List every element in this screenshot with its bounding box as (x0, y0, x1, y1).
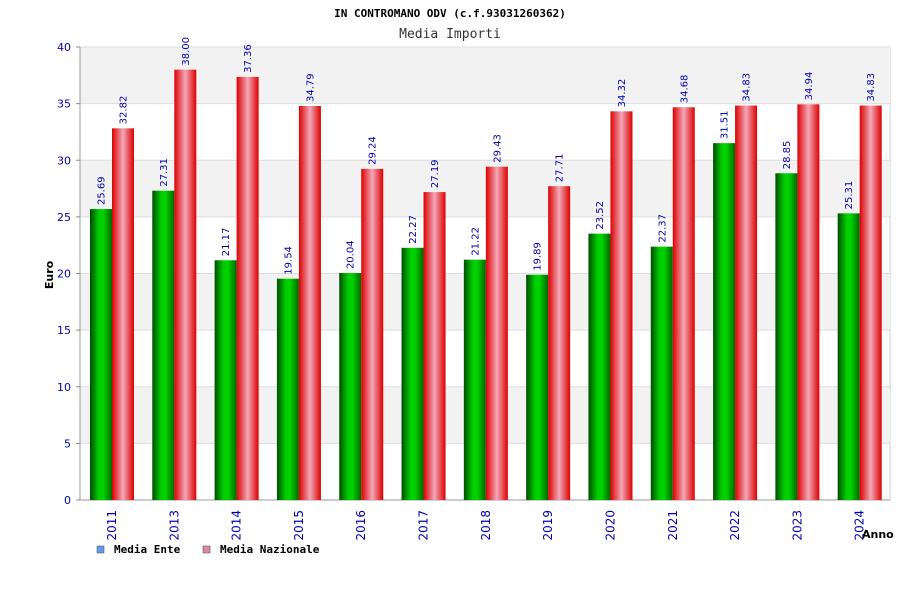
y-tick-label: 40 (57, 41, 71, 54)
legend-swatch-media-nazionale (202, 545, 211, 554)
x-tick-label: 2020 (603, 510, 617, 541)
y-tick-label: 15 (57, 324, 71, 337)
y-tick-label: 35 (57, 98, 71, 111)
chart-subtitle: Media Importi (399, 27, 501, 42)
value-label: 27.19 (430, 159, 441, 188)
bar-media-ente-2015 (276, 278, 299, 500)
x-tick-label: 2013 (167, 510, 181, 541)
bar-media-nazionale-2021 (672, 107, 695, 501)
value-label: 22.27 (408, 215, 419, 244)
value-label: 34.94 (804, 72, 815, 101)
x-tick-label: 2023 (790, 510, 804, 541)
bar-media-nazionale-2024 (859, 105, 882, 501)
y-tick-label: 30 (57, 154, 71, 167)
value-label: 34.68 (679, 75, 690, 104)
value-label: 23.52 (595, 201, 606, 230)
y-tick-label: 20 (57, 268, 71, 281)
x-axis-label: Anno (862, 528, 894, 541)
value-label: 19.54 (283, 246, 294, 275)
value-label: 19.89 (533, 242, 544, 271)
x-tick-label: 2016 (354, 510, 368, 541)
value-label: 34.32 (617, 79, 628, 108)
bar-media-ente-2022 (713, 143, 736, 501)
x-tick-label: 2011 (105, 510, 119, 541)
bar-media-ente-2016 (339, 273, 362, 500)
y-tick-label: 0 (64, 494, 71, 507)
bar-media-ente-2023 (775, 173, 798, 500)
value-label: 38.00 (181, 37, 192, 66)
legend-swatch-media-ente (96, 545, 105, 554)
bar-media-nazionale-2022 (735, 105, 758, 501)
legend-label-media-nazionale: Media Nazionale (220, 543, 320, 556)
value-label: 22.37 (657, 214, 668, 243)
value-label: 25.31 (844, 181, 855, 210)
bar-media-nazionale-2015 (298, 106, 321, 501)
x-tick-label: 2018 (479, 510, 493, 541)
bar-media-ente-2024 (837, 213, 860, 500)
bar-media-nazionale-2019 (548, 186, 571, 500)
value-label: 34.79 (305, 73, 316, 102)
bar-media-ente-2014 (214, 260, 237, 500)
x-axis-ticks: 2011 2013 2014 2015 2016 2017 2018 2019 2020 2021… (105, 510, 867, 541)
value-labels: 25.69 32.82 27.31 38.00 21.17 37.36 19.54 34.79… (97, 37, 878, 275)
value-label: 28.85 (782, 141, 793, 170)
bar-media-nazionale-2013 (174, 69, 197, 501)
value-label: 29.43 (492, 134, 503, 163)
bar-media-ente-2020 (588, 233, 611, 501)
grid-band (80, 47, 890, 104)
x-tick-label: 2017 (417, 510, 431, 541)
bar-media-nazionale-2023 (797, 104, 820, 500)
bars (90, 69, 882, 501)
x-tick-label: 2019 (541, 510, 555, 541)
bar-media-nazionale-2020 (610, 111, 633, 501)
bar-media-nazionale-2011 (112, 128, 134, 500)
bar-media-nazionale-2018 (485, 166, 508, 500)
y-tick-label: 5 (64, 437, 71, 450)
y-axis-label: Euro (43, 260, 56, 289)
x-tick-label: 2022 (728, 510, 742, 541)
bar-media-ente-2019 (526, 274, 549, 500)
chart-title: IN CONTROMANO ODV (c.f.93031260362) (334, 7, 566, 20)
bar-media-ente-2017 (401, 247, 424, 500)
bar-media-nazionale-2016 (361, 168, 384, 500)
bar-media-nazionale-2017 (423, 192, 446, 501)
bar-media-ente-2018 (463, 259, 486, 500)
y-tick-label: 25 (57, 211, 71, 224)
bar-media-ente-2011 (90, 209, 112, 501)
value-label: 27.31 (159, 158, 170, 187)
x-tick-label: 2015 (292, 510, 306, 541)
x-tick-label: 2024 (853, 510, 867, 541)
x-tick-label: 2021 (666, 510, 680, 541)
bar-media-ente-2013 (152, 190, 175, 501)
value-label: 29.24 (368, 136, 379, 165)
value-label: 25.69 (97, 176, 108, 205)
legend: Media Ente Media Nazionale (96, 543, 320, 556)
value-label: 37.36 (243, 44, 254, 73)
value-label: 21.17 (221, 228, 232, 257)
value-label: 34.83 (742, 73, 753, 102)
value-label: 31.51 (720, 111, 731, 140)
bar-media-ente-2021 (650, 246, 673, 500)
bar-media-nazionale-2014 (236, 76, 259, 500)
value-label: 20.04 (346, 240, 357, 269)
value-label: 27.71 (555, 154, 566, 183)
legend-label-media-ente: Media Ente (114, 543, 181, 556)
grid-band (80, 160, 890, 217)
y-tick-label: 10 (57, 381, 71, 394)
x-tick-label: 2014 (230, 510, 244, 541)
value-label: 34.83 (866, 73, 877, 102)
y-axis-ticks: 0 5 10 15 20 25 30 35 40 (57, 41, 80, 507)
value-label: 32.82 (119, 96, 130, 125)
value-label: 21.22 (470, 227, 481, 256)
